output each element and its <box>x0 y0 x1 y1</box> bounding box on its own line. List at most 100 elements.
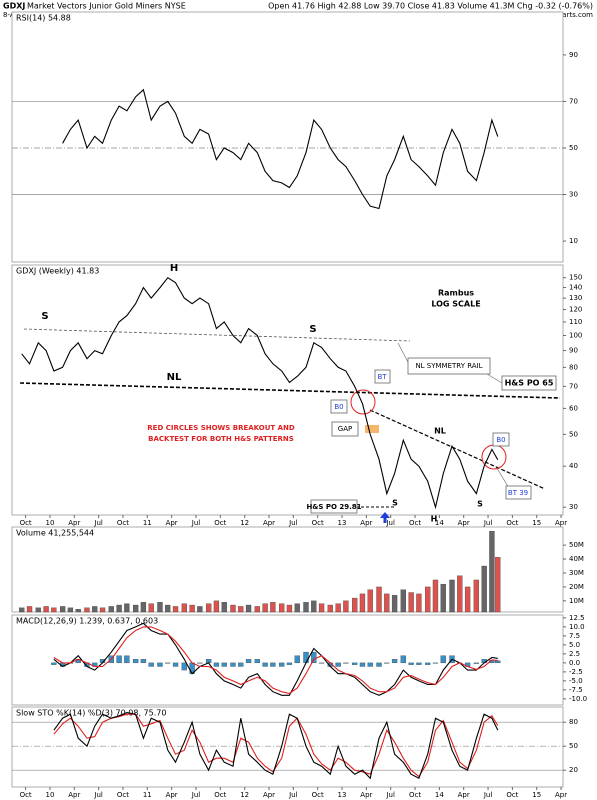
x-tick-label: Oct <box>312 519 324 527</box>
annotation: S <box>392 499 398 508</box>
x-tick-label: Oct <box>214 791 226 799</box>
bar <box>367 589 373 613</box>
x-tick-label: 14 <box>435 791 444 799</box>
x-tick-label: Oct <box>117 791 129 799</box>
bar <box>19 607 25 613</box>
x-tick-label: 12 <box>240 519 249 527</box>
y-tick-label: 40M <box>569 555 584 563</box>
x-tick-label: Apr <box>360 791 372 799</box>
y-tick-label: 50 <box>569 144 578 152</box>
annotation: S <box>477 500 483 509</box>
bar <box>262 662 268 667</box>
bar <box>311 651 317 664</box>
x-tick-label: Jul <box>191 519 201 527</box>
bar <box>132 604 139 613</box>
y-tick-label: 10.0 <box>569 623 585 631</box>
panel-title: Volume 41,255,544 <box>16 529 94 538</box>
line <box>53 622 498 696</box>
x-tick-label: Oct <box>506 519 518 527</box>
annotation: S <box>41 311 48 322</box>
panel-title: RSI(14) 54.88 <box>16 14 71 23</box>
y-tick-label: 90 <box>569 51 578 59</box>
x-tick-label: Apr <box>555 791 567 799</box>
bar <box>359 593 366 613</box>
bar <box>213 600 220 613</box>
bar <box>84 607 90 613</box>
y-tick-label: 70 <box>569 382 578 390</box>
bar <box>303 651 309 664</box>
x-tick-label: Oct <box>214 519 226 527</box>
bar <box>124 655 130 664</box>
annotation: H&S PO 65 <box>505 379 554 388</box>
x-tick-label: Apr <box>458 519 470 527</box>
security-name: Market Vectors Junior Gold Miners NYSE <box>27 2 186 11</box>
bar <box>367 662 373 667</box>
panel <box>11 706 564 788</box>
x-tick-label: Jul <box>385 519 395 527</box>
panel <box>11 11 564 263</box>
bar <box>67 607 74 613</box>
bar <box>165 604 171 613</box>
bar <box>343 662 349 664</box>
bar <box>245 604 252 613</box>
bar <box>205 603 212 613</box>
y-tick-label: 0.0 <box>569 659 580 667</box>
annotation: NL <box>434 427 446 436</box>
bar <box>352 662 358 665</box>
bar <box>425 662 431 665</box>
quote: Open 41.76 High 42.88 Low 39.70 Close 41… <box>268 2 593 11</box>
bar <box>189 604 195 613</box>
y-tick-label: -2.5 <box>569 668 583 676</box>
y-tick-label: 70 <box>569 97 578 105</box>
y-tick-label: 30 <box>569 191 578 199</box>
bar <box>318 662 325 664</box>
y-tick-label: 80 <box>569 718 578 726</box>
bar <box>245 659 252 664</box>
y-tick-label: 40 <box>569 462 578 470</box>
x-tick-label: Oct <box>506 791 518 799</box>
bar <box>221 662 227 667</box>
bar <box>75 609 81 613</box>
x-tick-label: Apr <box>263 791 275 799</box>
line <box>53 626 498 695</box>
y-tick-label: 90 <box>569 347 578 355</box>
y-tick-label: 80 <box>569 363 578 371</box>
panel <box>11 526 564 613</box>
bar <box>384 593 390 613</box>
bar <box>172 662 179 667</box>
bar <box>440 655 446 664</box>
bar <box>279 603 285 613</box>
y-tick-label: 50 <box>569 742 578 750</box>
annotation: NL SYMMETRY RAIL <box>415 362 482 370</box>
bar <box>440 583 446 613</box>
x-tick-label: Oct <box>409 519 421 527</box>
label-box <box>331 421 359 437</box>
bar <box>51 662 57 665</box>
y-tick-label: 2.5 <box>569 650 580 658</box>
x-tick-label: Jul <box>288 519 298 527</box>
x-tick-label: Apr <box>263 519 275 527</box>
y-tick-label: -7.5 <box>569 686 583 694</box>
y-tick-label: 60 <box>569 404 578 412</box>
label-box <box>505 485 532 500</box>
breakout-circle <box>350 389 376 415</box>
x-tick-label: Jul <box>93 519 103 527</box>
panel-title: MACD(12,26,9) 1.239, 0.637, 0.603 <box>16 617 158 626</box>
bar <box>416 662 422 665</box>
label-box <box>407 357 491 375</box>
bar <box>335 662 341 667</box>
y-tick-label: 30 <box>569 503 578 511</box>
bar <box>318 603 325 613</box>
bar <box>376 662 382 667</box>
x-tick-label: Apr <box>166 791 178 799</box>
neckline-2 <box>369 409 546 490</box>
neckline <box>19 382 561 399</box>
bar <box>238 662 244 667</box>
bar <box>51 607 57 613</box>
x-tick-label: 13 <box>338 791 347 799</box>
bar <box>108 606 114 613</box>
y-tick-label: 150 <box>569 274 582 282</box>
line <box>53 713 499 778</box>
label-box <box>310 499 358 514</box>
annotation: B0 <box>496 436 505 444</box>
